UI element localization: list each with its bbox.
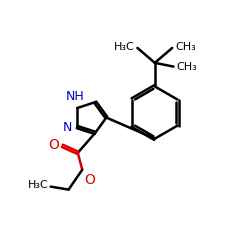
Text: H₃C: H₃C xyxy=(114,42,134,52)
Text: CH₃: CH₃ xyxy=(175,42,196,52)
Text: O: O xyxy=(85,173,96,187)
Text: N: N xyxy=(62,120,72,134)
Text: H₃C: H₃C xyxy=(28,180,48,190)
Text: NH: NH xyxy=(66,90,84,102)
Text: O: O xyxy=(48,138,60,151)
Text: CH₃: CH₃ xyxy=(176,62,197,72)
